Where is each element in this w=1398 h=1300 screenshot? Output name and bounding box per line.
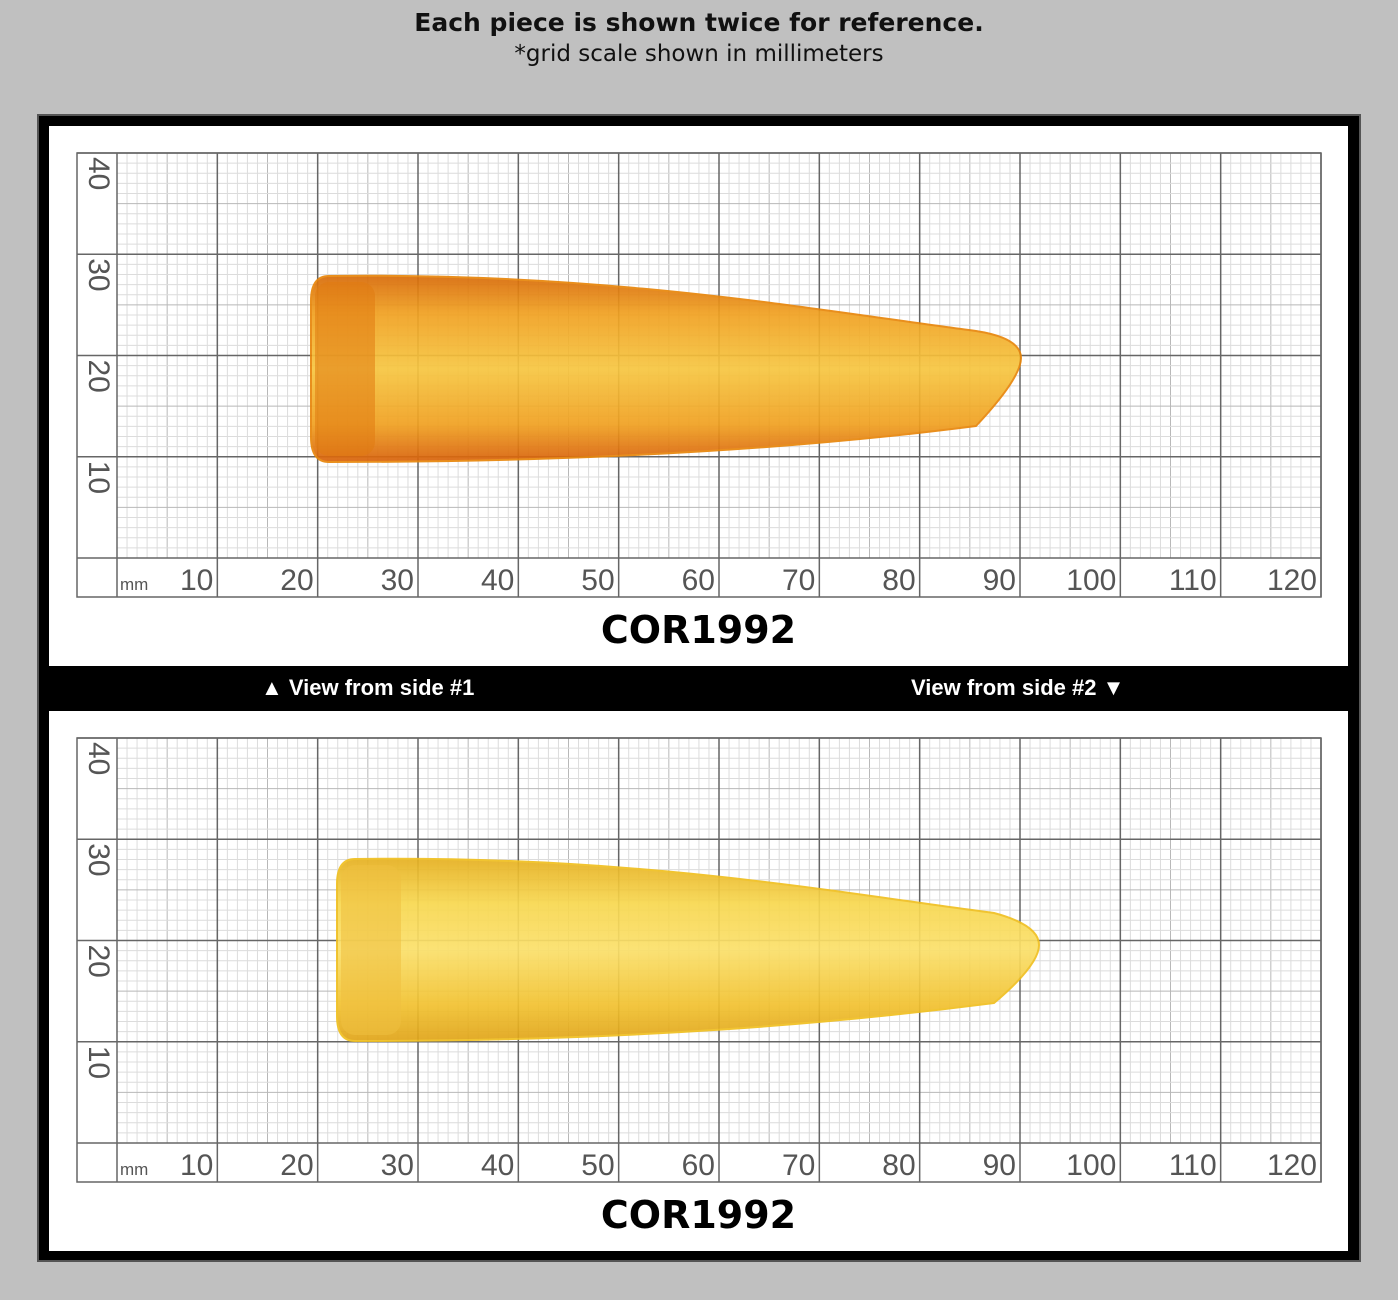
x-tick-label: 70 <box>782 564 815 597</box>
x-tick-label: 110 <box>1169 564 1217 597</box>
y-tick-label: 20 <box>82 945 115 978</box>
image-frame: 10 20 30 40 50 60 70 80 90 100 110 120 mm 40 30 20 10 CO… <box>37 114 1361 1262</box>
x-tick-label: 120 <box>1267 1149 1317 1182</box>
x-tick-label: 10 <box>180 1149 213 1182</box>
x-tick-label: 90 <box>983 564 1016 597</box>
x-tick-label: 60 <box>682 1149 715 1182</box>
x-tick-label: 120 <box>1267 564 1317 597</box>
view-side-1-label: ▲ View from side #1 <box>261 675 475 700</box>
x-tick-label: 40 <box>481 564 514 597</box>
page-subtitle: *grid scale shown in millimeters <box>514 41 884 67</box>
x-tick-label: 70 <box>782 1149 815 1182</box>
grid-photo-2: 10 20 30 40 50 60 70 80 90 100 110 120 mm 40 30 20 10 <box>76 737 1322 1183</box>
y-tick-label: 10 <box>82 461 115 494</box>
x-tick-label: 20 <box>280 1149 313 1182</box>
view-side-2-label: View from side #2 ▼ <box>911 675 1125 700</box>
x-tick-label: 30 <box>381 1149 414 1182</box>
y-tick-label: 20 <box>82 360 115 393</box>
view-strip: ▲ View from side #1 View from side #2 ▼ <box>39 667 1359 710</box>
crystal-end-face <box>341 865 401 1035</box>
x-tick-label: 100 <box>1066 1149 1116 1182</box>
panel-side-1: 10 20 30 40 50 60 70 80 90 100 110 120 mm 40 30 20 10 CO… <box>49 126 1348 666</box>
y-tick-label: 10 <box>82 1046 115 1079</box>
panel-side-2: 10 20 30 40 50 60 70 80 90 100 110 120 mm 40 30 20 10 CO… <box>49 711 1348 1251</box>
x-tick-label: 50 <box>581 1149 614 1182</box>
grid-border <box>76 152 1322 598</box>
x-tick-label: 40 <box>481 1149 514 1182</box>
crystal-end-face <box>315 282 375 456</box>
unit-label: mm <box>120 575 148 594</box>
page-title: Each piece is shown twice for reference. <box>414 8 984 37</box>
product-code: COR1992 <box>600 608 797 652</box>
x-tick-label: 50 <box>581 564 614 597</box>
x-tick-label: 60 <box>682 564 715 597</box>
x-tick-label: 100 <box>1066 564 1116 597</box>
x-tick-label: 90 <box>983 1149 1016 1182</box>
product-code: COR1992 <box>600 1193 797 1237</box>
y-tick-label: 30 <box>82 843 115 876</box>
x-tick-label: 10 <box>180 564 213 597</box>
x-tick-label: 110 <box>1169 1149 1217 1182</box>
grid-border <box>76 737 1322 1183</box>
x-tick-label: 80 <box>882 564 915 597</box>
y-tick-label: 40 <box>82 157 115 190</box>
unit-label: mm <box>120 1160 148 1179</box>
x-tick-label: 80 <box>882 1149 915 1182</box>
x-tick-label: 20 <box>280 564 313 597</box>
grid-photo-1: 10 20 30 40 50 60 70 80 90 100 110 120 mm 40 30 20 10 <box>76 152 1322 598</box>
crystal-image <box>310 274 1023 464</box>
x-tick-label: 30 <box>381 564 414 597</box>
crystal-image <box>336 857 1041 1043</box>
y-tick-label: 40 <box>82 742 115 775</box>
y-tick-label: 30 <box>82 258 115 291</box>
